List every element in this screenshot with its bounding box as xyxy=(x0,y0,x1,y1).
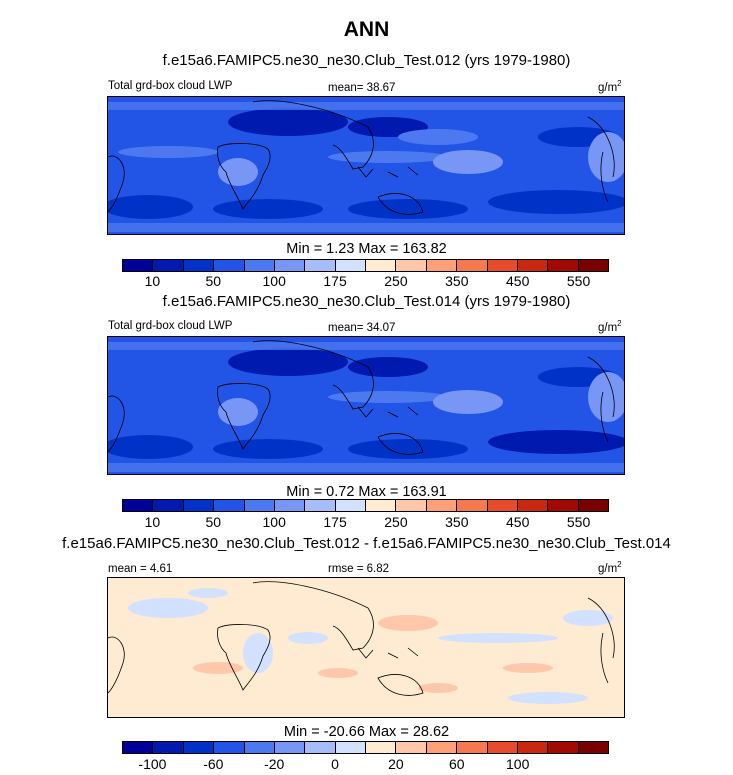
colorbar-box xyxy=(517,500,549,511)
colorbar-tick-label: 10 xyxy=(144,273,161,289)
colorbar-tick-label: 550 xyxy=(566,273,591,289)
colorbar-box xyxy=(517,742,549,753)
colorbar-box xyxy=(396,260,427,271)
colorbar-box xyxy=(305,500,336,511)
colorbar-tick-label: 350 xyxy=(445,514,469,530)
colorbar-box xyxy=(123,260,154,271)
colorbar-tick-label: 450 xyxy=(506,273,530,289)
panel1-minmax: Min = 1.23 Max = 163.82 xyxy=(286,241,447,257)
colorbar-box xyxy=(214,500,245,511)
colorbar-box xyxy=(305,260,336,271)
panel1-map xyxy=(107,96,625,235)
colorbar-box xyxy=(335,260,366,271)
colorbar-tick-label: 250 xyxy=(384,273,408,289)
colorbar-box xyxy=(153,260,184,271)
colorbar-tick-label: 20 xyxy=(388,756,404,772)
colorbar-tick-label: 100 xyxy=(262,273,286,289)
panel1-colorbar xyxy=(122,259,609,272)
colorbar-tick-label: -100 xyxy=(138,756,167,772)
panel3-mean-label: mean = 4.61 xyxy=(108,563,173,575)
colorbar-tick-label: 175 xyxy=(323,273,347,289)
colorbar-box xyxy=(487,742,518,753)
colorbar-box xyxy=(457,260,488,271)
colorbar-box xyxy=(274,260,306,271)
panel3-colorbar xyxy=(122,741,609,754)
colorbar-box xyxy=(335,500,366,511)
panel2-colorbar xyxy=(122,499,609,512)
colorbar-box xyxy=(366,500,397,511)
colorbar-box xyxy=(548,260,579,271)
figure-title: ANN xyxy=(343,18,390,41)
colorbar-box xyxy=(457,500,488,511)
panel3-map xyxy=(107,577,625,718)
colorbar-box xyxy=(123,500,154,511)
panel2-map-svg xyxy=(108,337,624,474)
panel2-title: f.e15a6.FAMIPC5.ne30_ne30.Club_Test.014 … xyxy=(162,293,571,310)
colorbar-box xyxy=(396,742,427,753)
colorbar-box xyxy=(366,260,397,271)
colorbar-box xyxy=(578,500,608,511)
colorbar-tick-label: 100 xyxy=(262,514,286,530)
colorbar-tick-label: 10 xyxy=(144,514,161,530)
colorbar-box xyxy=(244,742,275,753)
colorbar-tick-label: -20 xyxy=(264,756,285,772)
colorbar-box xyxy=(517,260,549,271)
colorbar-tick-label: 550 xyxy=(566,514,591,530)
colorbar-box xyxy=(274,742,306,753)
colorbar-tick-label: 250 xyxy=(384,514,408,530)
panel1-map-svg xyxy=(108,97,624,234)
colorbar-box xyxy=(366,742,397,753)
colorbar-box xyxy=(548,500,579,511)
colorbar-box xyxy=(214,260,245,271)
colorbar-tick-label: 60 xyxy=(449,756,465,772)
colorbar-box xyxy=(305,742,336,753)
panel2-map xyxy=(107,336,625,475)
colorbar-box xyxy=(183,742,215,753)
panel1-title: f.e15a6.FAMIPC5.ne30_ne30.Club_Test.012 … xyxy=(162,52,571,69)
colorbar-box xyxy=(487,500,518,511)
colorbar-box xyxy=(244,500,275,511)
panel1-variable-label: Total grd-box cloud LWP xyxy=(108,80,233,92)
colorbar-tick-label: 175 xyxy=(323,514,347,530)
colorbar-box xyxy=(426,742,458,753)
colorbar-box xyxy=(274,500,306,511)
panel3-map-svg xyxy=(108,578,624,717)
colorbar-box xyxy=(335,742,366,753)
colorbar-box xyxy=(426,500,458,511)
colorbar-tick-label: 350 xyxy=(445,273,469,289)
colorbar-box xyxy=(123,742,154,753)
colorbar-box xyxy=(396,500,427,511)
panel3-rmse-label: rmse = 6.82 xyxy=(328,563,390,575)
colorbar-box xyxy=(183,500,215,511)
panel3-title: f.e15a6.FAMIPC5.ne30_ne30.Club_Test.012 … xyxy=(62,535,671,552)
colorbar-box xyxy=(457,742,488,753)
panel2-variable-label: Total grd-box cloud LWP xyxy=(108,320,233,332)
colorbar-tick-label: 100 xyxy=(506,756,530,772)
panel1-units: g/m2 xyxy=(598,79,622,94)
colorbar-tick-label: -60 xyxy=(203,756,224,772)
panel3-colorbar-ticks: -100 -60 -20 0 20 60 100 xyxy=(0,756,733,774)
colorbar-box xyxy=(214,742,245,753)
panel2-colorbar-ticks: 10 50 100 175 250 350 450 550 xyxy=(0,514,733,532)
colorbar-box xyxy=(578,260,608,271)
colorbar-box xyxy=(153,500,184,511)
panel2-units: g/m2 xyxy=(598,319,622,334)
panel1-colorbar-ticks: 10 50 100 175 250 350 450 550 xyxy=(0,273,733,291)
panel2-mean-label: mean= 34.07 xyxy=(328,322,396,334)
colorbar-box xyxy=(426,260,458,271)
colorbar-tick-label: 50 xyxy=(205,514,222,530)
panel3-units: g/m2 xyxy=(598,560,622,575)
colorbar-tick-label: 450 xyxy=(506,514,530,530)
colorbar-box xyxy=(183,260,215,271)
colorbar-tick-label: 50 xyxy=(205,273,222,289)
colorbar-box xyxy=(153,742,184,753)
panel3-minmax: Min = -20.66 Max = 28.62 xyxy=(283,724,450,740)
colorbar-box xyxy=(578,742,608,753)
colorbar-box xyxy=(244,260,275,271)
colorbar-tick-label: 0 xyxy=(331,756,339,772)
colorbar-box xyxy=(487,260,518,271)
colorbar-box xyxy=(548,742,579,753)
panel1-mean-label: mean= 38.67 xyxy=(328,82,396,94)
panel2-minmax: Min = 0.72 Max = 163.91 xyxy=(286,484,447,500)
